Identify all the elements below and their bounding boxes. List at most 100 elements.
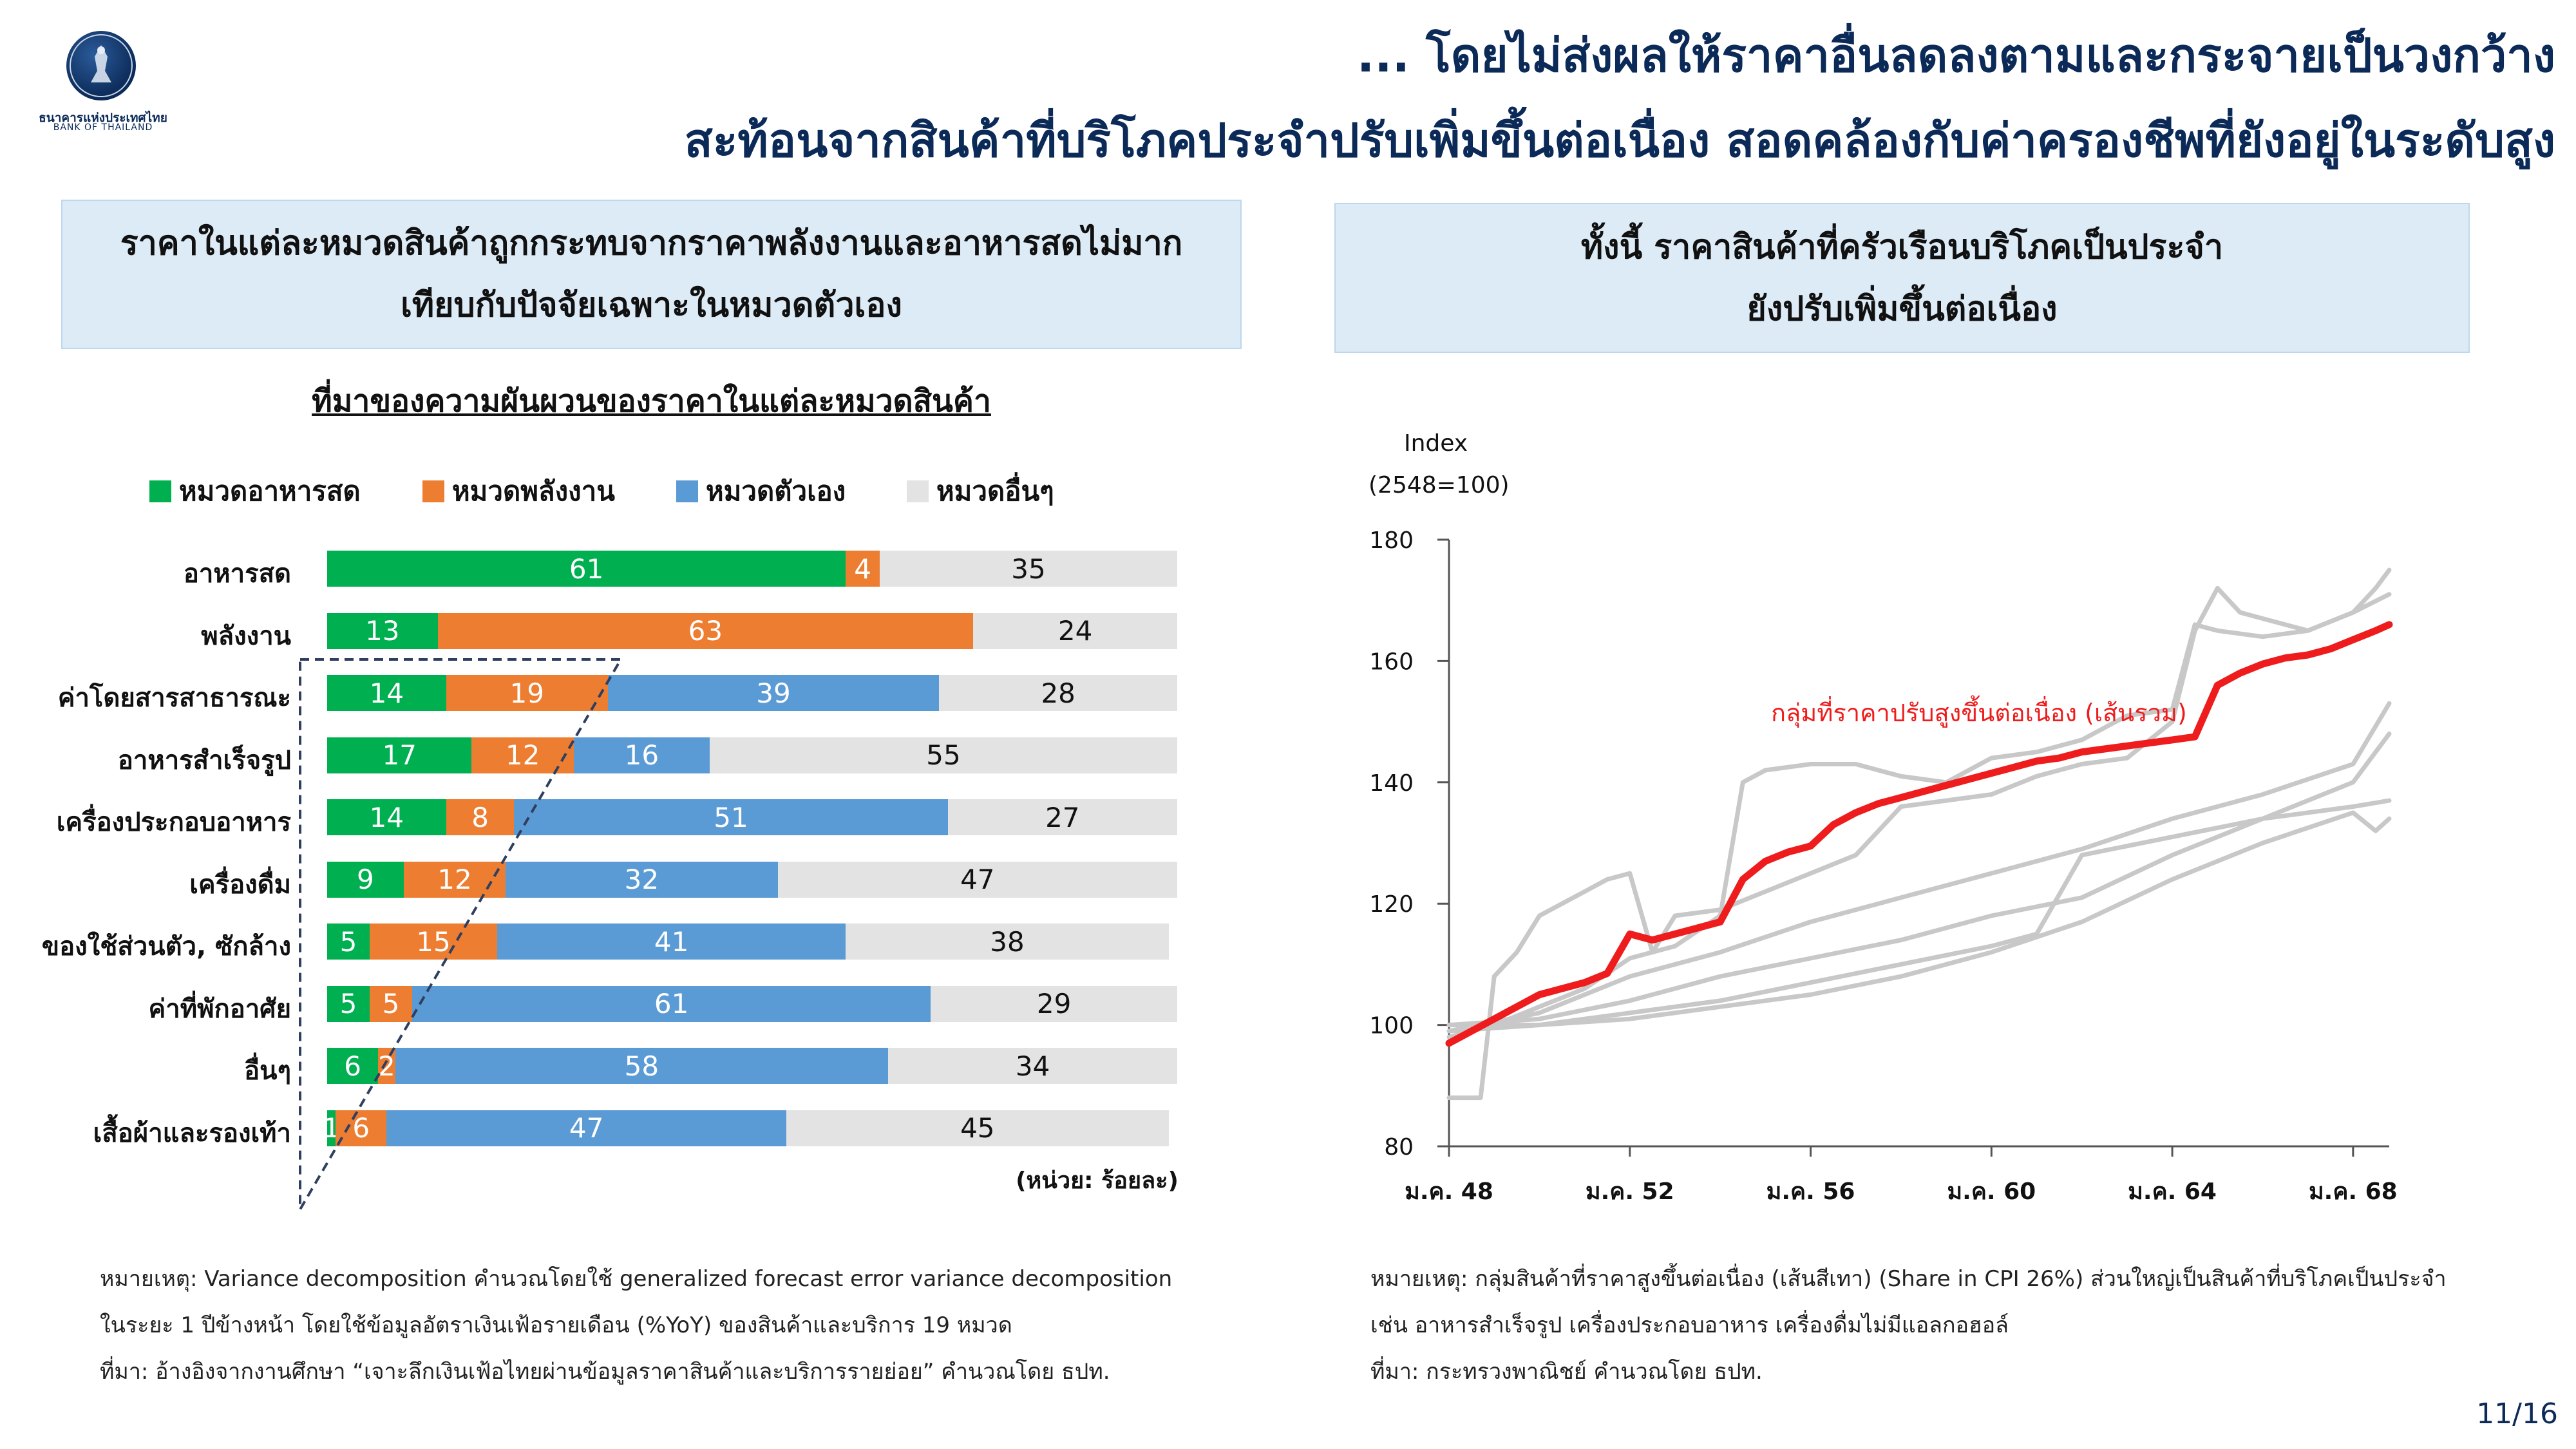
bar-value-label: 32 (624, 864, 659, 895)
bar-food-segment: 5 (327, 985, 370, 1022)
bar-category-label: เครื่องประกอบอาหาร (56, 808, 291, 837)
left-headline-line-1: ราคาในแต่ละหมวดสินค้าถูกกระทบจากราคาพลัง… (120, 224, 1183, 263)
bar-own-segment: 32 (506, 861, 778, 898)
legend-energy: หมวดพลังงาน (422, 470, 615, 513)
bar-value-label: 39 (756, 677, 791, 709)
legend-own-swatch (676, 480, 698, 502)
bar-chart-title: ที่มาของความผันผวนของราคาในแต่ละหมวดสินค… (312, 383, 991, 419)
bar-category-label: เสื้อผ้าและรองเท้า (93, 1118, 291, 1148)
bar-value-label: 8 (471, 801, 489, 833)
legend-energy-label: หมวดพลังงาน (452, 475, 615, 507)
bar-value-label: 55 (926, 739, 961, 771)
bar-value-label: 27 (1045, 801, 1080, 833)
legend-own-label: หมวดตัวเอง (706, 475, 846, 507)
x-tick-label: ม.ค. 64 (2128, 1179, 2217, 1205)
bar-food-segment: 6 (327, 1048, 379, 1084)
y-tick-label: 120 (1369, 891, 1414, 918)
bar-value-label: 12 (505, 739, 540, 771)
bar-value-label: 2 (378, 1050, 395, 1082)
bar-food-segment: 61 (327, 551, 846, 587)
bar-value-label: 35 (1011, 553, 1046, 585)
y-tick-label: 100 (1369, 1013, 1414, 1039)
bar-value-label: 12 (437, 864, 472, 895)
bar-energy-segment: 5 (370, 985, 412, 1022)
highlight-triangle (299, 658, 623, 1215)
right-note-3: ที่มา: กระทรวงพาณิชย์ คำนวณโดย ธปท. (1370, 1359, 1763, 1385)
legend-food-swatch (149, 480, 171, 502)
bar-energy-segment: 63 (437, 612, 974, 649)
bar-value-label: 13 (365, 615, 400, 647)
bar-own-segment: 58 (395, 1048, 889, 1084)
bar-value-label: 45 (960, 1112, 995, 1144)
bar-food-segment: 14 (327, 799, 446, 835)
bar-other-segment: 28 (939, 675, 1177, 711)
bar-value-label: 51 (714, 801, 748, 833)
bar-value-label: 6 (352, 1112, 370, 1144)
left-note-2: ในระยะ 1 ปีข้างหน้า โดยใช้ข้อมูลอัตราเงิ… (100, 1312, 1012, 1338)
bar-other-segment: 38 (846, 923, 1169, 960)
right-headline-line-2: ยังปรับเพิ่มขึ้นต่อเนื่อง (1747, 289, 2058, 328)
bar-value-label: 9 (357, 864, 374, 895)
y-tick-label: 160 (1369, 649, 1414, 675)
bar-value-label: 47 (960, 864, 995, 895)
left-headline-line-2: เทียบกับปัจจัยเฉพาะในหมวดตัวเอง (401, 286, 902, 325)
right-note-1: หมายเหตุ: กลุ่มสินค้าที่ราคาสูงขึ้นต่อเน… (1370, 1266, 2447, 1292)
bar-own-segment: 39 (607, 675, 940, 711)
unit-note: (หน่วย: ร้อยละ) (1016, 1168, 1179, 1194)
left-panel-headline: ราคาในแต่ละหมวดสินค้าถูกกระทบจากราคาพลัง… (61, 200, 1242, 349)
bar-other-segment: 47 (777, 861, 1177, 898)
bar-value-label: 14 (369, 677, 404, 709)
total-series-line (1445, 621, 2393, 1047)
bar-category-label: เครื่องดื่ม (189, 869, 291, 900)
y-axis-subtitle: (2548=100) (1368, 472, 1510, 498)
bar-food-segment: 17 (327, 737, 472, 773)
bar-own-segment: 47 (386, 1110, 786, 1146)
legend-food-label: หมวดอาหารสด (179, 475, 361, 507)
line-chart: 80 100 120 140 160 180 ม.ค. 48 ม.ค. 52 ม.ค. 56 ม.… (1368, 430, 2398, 1205)
bar-own-segment: 61 (412, 985, 931, 1022)
y-tick-label: 180 (1369, 527, 1414, 554)
x-tick-label: ม.ค. 56 (1766, 1179, 1855, 1205)
bar-energy-segment: 4 (846, 551, 880, 587)
bar-value-label: 17 (382, 739, 417, 771)
bar-energy-segment: 8 (446, 799, 515, 835)
bar-value-label: 16 (624, 739, 659, 771)
bar-value-label: 15 (416, 925, 451, 958)
bar-value-label: 14 (369, 801, 404, 833)
slide-title-line-1: ... โดยไม่ส่งผลให้ราคาอื่นลดลงตามและกระจ… (1356, 28, 2555, 82)
gray-series-line (1446, 592, 2392, 1039)
bar-value-label: 58 (624, 1050, 659, 1082)
bar-other-segment: 35 (880, 551, 1177, 587)
garuda-emblem-icon (70, 34, 133, 97)
bar-category-label: พลังงาน (201, 621, 291, 651)
bar-value-label: 28 (1041, 677, 1075, 709)
bar-food-segment: 13 (327, 612, 438, 649)
x-tick-label: ม.ค. 68 (2309, 1179, 2398, 1205)
bar-value-label: 38 (990, 925, 1025, 958)
gray-series-line (1446, 731, 2392, 1028)
x-tick-label: ม.ค. 48 (1405, 1179, 1493, 1205)
bar-value-label: 5 (339, 988, 357, 1019)
bar-value-label: 47 (569, 1112, 604, 1144)
bar-value-label: 19 (509, 677, 544, 709)
gray-series-line (1446, 798, 2392, 1034)
legend-energy-swatch (422, 480, 444, 502)
bar-category-label: อาหารสำเร็จรูป (117, 745, 291, 775)
gray-series-line (1446, 567, 2392, 1101)
bank-name-en: BANK OF THAILAND (53, 122, 153, 133)
page-number: 11/16 (2476, 1397, 2558, 1430)
bar-value-label: 5 (339, 925, 357, 958)
bar-value-label: 5 (382, 988, 400, 1019)
bar-food-segment: 9 (327, 861, 404, 898)
right-note-2: เช่น อาหารสำเร็จรูป เครื่องประกอบอาหาร เ… (1370, 1312, 2009, 1338)
bar-value-label: 1 (327, 1112, 336, 1144)
right-panel-headline: ทั้งนี้ ราคาสินค้าที่ครัวเรือนบริโภคเป็น… (1334, 203, 2470, 353)
bar-category-label: ค่าที่พักอาศัย (148, 994, 291, 1024)
bar-value-label: 63 (688, 615, 723, 647)
bar-energy-segment: 6 (336, 1110, 387, 1146)
bar-value-label: 6 (344, 1050, 361, 1082)
y-tick-label: 140 (1369, 770, 1414, 797)
legend-food: หมวดอาหารสด (149, 470, 361, 513)
y-tick-label: 80 (1384, 1134, 1414, 1160)
bar-other-segment: 55 (710, 737, 1177, 773)
